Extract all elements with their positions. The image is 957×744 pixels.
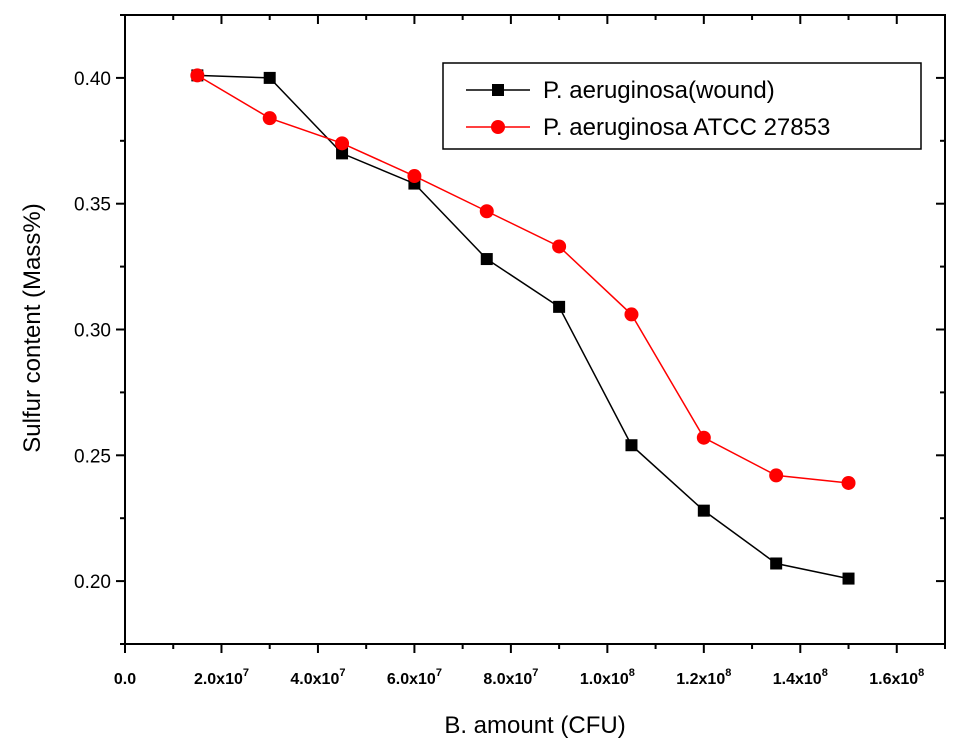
data-point [262, 111, 277, 126]
data-point [336, 147, 349, 160]
data-point [553, 300, 566, 313]
x-tick-label: 1.0x108 [580, 667, 635, 688]
legend-box [442, 62, 922, 150]
legend-label: P. aeruginosa(wound) [543, 77, 775, 104]
y-tick-label: 0.25 [74, 446, 111, 467]
x-tick-mantissa: 8.0x10 [483, 671, 532, 688]
x-tick-mantissa: 2.0x10 [194, 671, 243, 688]
x-tick-label: 6.0x107 [387, 667, 442, 688]
legend-marker [491, 120, 505, 134]
data-point [769, 468, 784, 483]
x-tick-exponent: 8 [822, 667, 828, 679]
series-line [197, 74, 849, 580]
y-tick-label: 0.30 [74, 321, 111, 342]
x-tick-label: 2.0x107 [194, 667, 249, 688]
x-tick-label: 1.4x108 [773, 667, 828, 688]
data-point [479, 204, 494, 219]
y-tick-label: 0.35 [74, 195, 111, 216]
x-tick-mantissa: 1.0x10 [580, 671, 629, 688]
legend-label: P. aeruginosa ATCC 27853 [543, 114, 830, 141]
x-tick-mantissa: 4.0x10 [290, 671, 339, 688]
x-tick-exponent: 8 [725, 667, 731, 679]
legend: P. aeruginosa(wound) P. aeruginosa ATCC 2… [442, 62, 922, 150]
series-layer [190, 68, 856, 585]
tick-labels: 0.200.250.300.350.400.0 2.0x107 4.0x107 6.0… [74, 69, 924, 688]
data-point [697, 504, 710, 517]
data-point [770, 557, 783, 570]
x-tick-label: 8.0x107 [483, 667, 538, 688]
series-line [196, 74, 849, 484]
data-point [841, 475, 856, 490]
data-point [407, 169, 422, 184]
x-tick-exponent: 7 [339, 667, 345, 679]
data-point [190, 68, 205, 83]
series-1 [190, 68, 856, 490]
tick-marks [116, 14, 946, 653]
data-point [480, 253, 493, 266]
y-tick-label: 0.40 [74, 69, 111, 90]
x-tick-mantissa: 6.0x10 [387, 671, 436, 688]
legend-item: P. aeruginosa(wound) [466, 77, 775, 104]
data-point [335, 136, 350, 151]
x-tick-exponent: 7 [532, 667, 538, 679]
x-tick-label: 1.2x108 [676, 667, 731, 688]
x-tick-exponent: 8 [629, 667, 635, 679]
x-tick-mantissa: 1.2x10 [676, 671, 725, 688]
x-tick-label: 1.6x108 [869, 667, 924, 688]
data-point [696, 430, 711, 445]
data-point [842, 572, 855, 585]
x-axis-title: B. amount (CFU) [444, 712, 625, 739]
data-point [625, 439, 638, 452]
x-tick-mantissa: 1.6x10 [869, 671, 918, 688]
legend-item: P. aeruginosa ATCC 27853 [466, 114, 830, 141]
x-tick-mantissa: 1.4x10 [773, 671, 822, 688]
x-tick-mantissa: 0.0 [114, 671, 136, 688]
x-tick-exponent: 7 [243, 667, 249, 679]
x-tick-label: 4.0x107 [290, 667, 345, 688]
legend-marker [492, 84, 504, 96]
data-point [263, 71, 276, 84]
x-tick-label: 0.0 [114, 671, 136, 688]
data-point [624, 307, 639, 322]
y-axis-title: Sulfur content (Mass%) [19, 203, 46, 452]
y-tick-label: 0.20 [74, 572, 111, 593]
x-tick-exponent: 7 [436, 667, 442, 679]
data-point [552, 239, 567, 254]
x-tick-exponent: 8 [918, 667, 924, 679]
